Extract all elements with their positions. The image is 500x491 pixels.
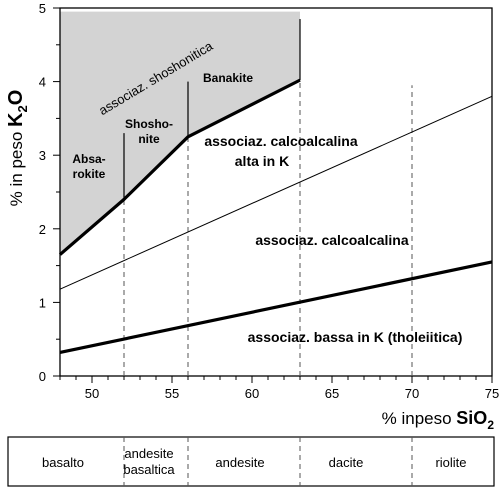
y-tick-label: 2 bbox=[39, 222, 46, 237]
boundary-lines bbox=[58, 78, 493, 355]
y-tick-label: 1 bbox=[39, 295, 46, 310]
x-tick-label: 70 bbox=[405, 386, 419, 401]
y-ticks: 0 1 2 3 4 5 bbox=[39, 1, 60, 384]
rock-andesite-basaltica-1: andesite bbox=[124, 446, 173, 461]
field-dividers bbox=[123, 19, 301, 200]
x-tick-label: 65 bbox=[325, 386, 339, 401]
boundary-line-3 bbox=[59, 260, 493, 355]
rock-box-dividers bbox=[123, 437, 413, 486]
absarokite-label-1: Absa- bbox=[72, 152, 105, 166]
dashed-guides bbox=[123, 80, 413, 376]
y-tick-label: 5 bbox=[39, 1, 46, 16]
x-tick-label: 55 bbox=[165, 386, 179, 401]
rock-dacite: dacite bbox=[329, 455, 364, 470]
x-axis-title: % inpeso SiO2 bbox=[382, 408, 495, 432]
shoshonite-label-2: nite bbox=[138, 132, 160, 146]
boundary-line-2 bbox=[59, 95, 493, 290]
shoshonitic-field bbox=[60, 11, 300, 255]
absarokite-label-2: rokite bbox=[73, 167, 106, 181]
rock-basalto: basalto bbox=[42, 455, 84, 470]
rock-andesite-basaltica-2: basaltica bbox=[123, 462, 175, 477]
low-k-label: associaz. bassa in K (tholeiitica) bbox=[248, 329, 463, 345]
y-tick-label: 0 bbox=[39, 369, 46, 384]
x-tick-label: 75 bbox=[485, 386, 499, 401]
shoshonite-label-1: Shosho- bbox=[125, 117, 173, 131]
x-tick-label: 60 bbox=[245, 386, 259, 401]
x-tick-label: 50 bbox=[85, 386, 99, 401]
x-ticks: 50 55 60 65 70 75 bbox=[59, 376, 499, 401]
calc-high-k-label-1: associaz. calcoalcalina bbox=[204, 133, 358, 149]
rock-andesite: andesite bbox=[215, 455, 264, 470]
calc-label: associaz. calcoalcalina bbox=[255, 232, 409, 248]
calc-high-k-label-2: alta in K bbox=[235, 153, 289, 169]
y-tick-label: 3 bbox=[39, 148, 46, 163]
banakite-label: Banakite bbox=[203, 71, 253, 85]
rock-riolite: riolite bbox=[435, 455, 466, 470]
y-axis-title: % in peso K2O bbox=[5, 90, 30, 207]
rock-names-box bbox=[7, 436, 495, 487]
boundary-line-1 bbox=[58, 78, 301, 256]
y-tick-label: 4 bbox=[39, 75, 46, 90]
